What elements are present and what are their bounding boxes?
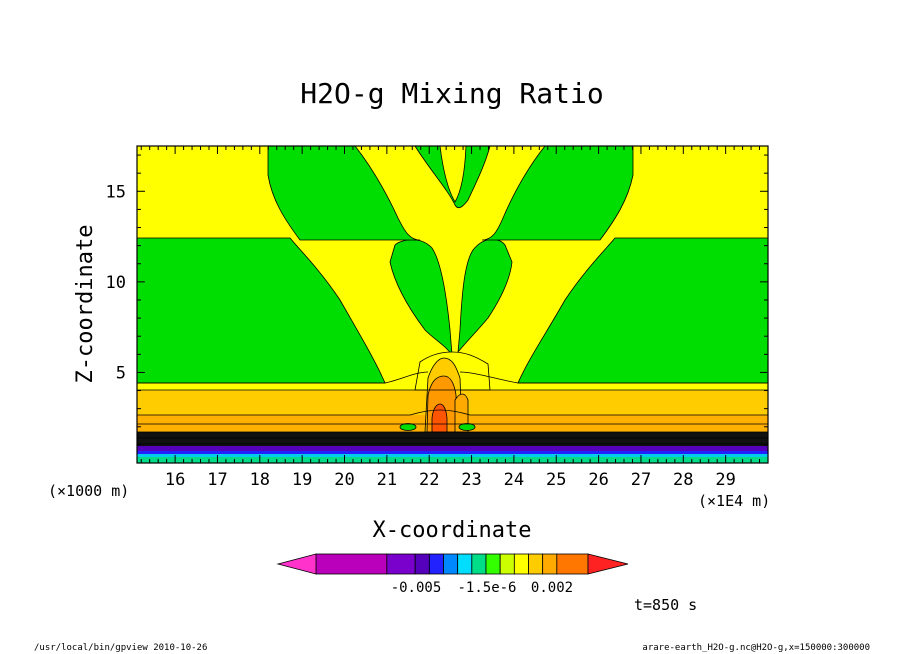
contour-green-upper-left bbox=[267, 145, 421, 241]
colorbar-tick-label: 0.002 bbox=[531, 580, 573, 596]
x-unit-label: (×1E4 m) bbox=[698, 492, 770, 510]
colorbar-cell bbox=[485, 553, 501, 575]
colorbar-cell bbox=[428, 553, 444, 575]
colorbar-labels: -0.005 -1.5e-6 0.002 bbox=[391, 580, 573, 596]
band-blue bbox=[137, 451, 768, 454]
band-cyan bbox=[137, 454, 768, 457]
x-tick-label: 27 bbox=[631, 470, 651, 490]
y-axis-title: Z-coordinate bbox=[73, 225, 98, 384]
colorbar-cell bbox=[414, 553, 430, 575]
plot-frame bbox=[136, 145, 769, 464]
x-axis-title: X-coordinate bbox=[373, 518, 532, 543]
contour-red-core bbox=[431, 403, 448, 433]
x-tick-label: 22 bbox=[419, 470, 439, 490]
colorbar-cell bbox=[315, 553, 388, 575]
colorbar bbox=[276, 553, 629, 575]
contour-green-right bbox=[517, 237, 769, 384]
x-tick-label: 18 bbox=[250, 470, 270, 490]
colorbar-over-arrow bbox=[587, 553, 629, 575]
x-tick-label: 23 bbox=[461, 470, 481, 490]
band-green-low bbox=[137, 457, 768, 463]
colorbar-cell bbox=[542, 553, 558, 575]
colorbar-tick-label: -0.005 bbox=[391, 580, 442, 596]
footer-right: arare-earth_H2O-g.nc@H2O-g,x=150000:3000… bbox=[642, 643, 870, 653]
y-tick-labels: 5 10 15 bbox=[106, 182, 126, 383]
colorbar-cell bbox=[386, 553, 416, 575]
contour-green-left bbox=[136, 237, 386, 384]
chart-title: H2O-g Mixing Ratio bbox=[300, 77, 603, 110]
y-tick-label: 5 bbox=[116, 363, 126, 383]
x-tick-label: 26 bbox=[588, 470, 608, 490]
x-tick-label: 29 bbox=[715, 470, 735, 490]
time-label: t=850 s bbox=[634, 596, 697, 614]
x-tick-label: 19 bbox=[292, 470, 312, 490]
colorbar-cell bbox=[499, 553, 515, 575]
x-tick-label: 20 bbox=[334, 470, 354, 490]
colorbar-cell bbox=[471, 553, 487, 575]
x-tick-label: 24 bbox=[504, 470, 524, 490]
y-tick-label: 10 bbox=[106, 273, 126, 293]
x-tick-label: 17 bbox=[207, 470, 227, 490]
x-tick-label: 25 bbox=[546, 470, 566, 490]
x-tick-labels: 16 17 18 19 20 21 22 23 24 25 26 27 28 29 bbox=[165, 470, 736, 490]
contour-blob-left bbox=[399, 423, 417, 431]
y-tick-label: 15 bbox=[106, 182, 126, 202]
footer-left: /usr/local/bin/gpview 2010-10-26 bbox=[34, 643, 207, 653]
contour-yellow-notch bbox=[439, 145, 467, 203]
contour-green-center-r bbox=[457, 238, 513, 354]
colorbar-cell bbox=[443, 553, 459, 575]
contour-blob-right bbox=[458, 423, 476, 431]
tick-marks bbox=[137, 146, 768, 463]
colorbar-under-arrow bbox=[276, 553, 317, 575]
contour-lines bbox=[137, 371, 768, 445]
plot-area bbox=[136, 145, 769, 464]
contour-green-center bbox=[389, 239, 453, 357]
x-tick-label: 21 bbox=[377, 470, 397, 490]
contour-green-upper-right bbox=[481, 145, 634, 241]
y-unit-label: (×1000 m) bbox=[48, 482, 129, 500]
colorbar-cell bbox=[556, 553, 589, 575]
colorbar-tick-label: -1.5e-6 bbox=[457, 580, 516, 596]
x-tick-label: 28 bbox=[673, 470, 693, 490]
x-tick-label: 16 bbox=[165, 470, 185, 490]
colorbar-cell bbox=[457, 553, 473, 575]
colorbar-cell bbox=[513, 553, 529, 575]
colorbar-cell bbox=[528, 553, 544, 575]
band-purple bbox=[137, 446, 768, 451]
